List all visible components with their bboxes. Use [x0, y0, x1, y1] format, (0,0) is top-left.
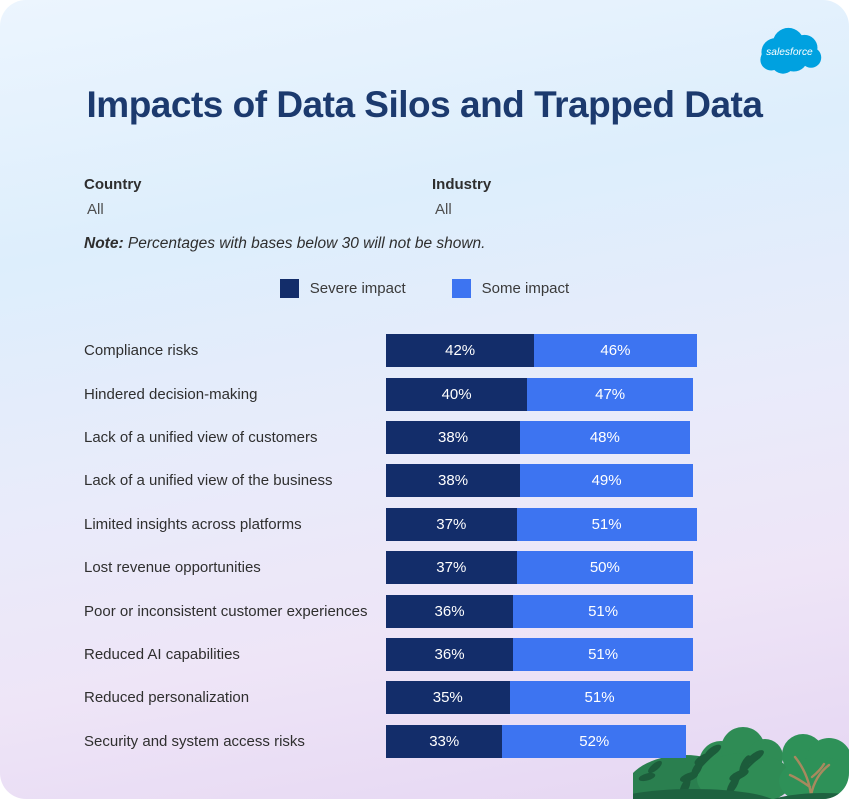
- category-label: Lost revenue opportunities: [84, 559, 261, 577]
- chart-row: Lack of a unified view of customers 38% 48…: [84, 416, 697, 459]
- chart-legend: Severe impact Some impact: [0, 279, 849, 298]
- category-label: Limited insights across platforms: [84, 515, 302, 533]
- category-label: Reduced personalization: [84, 689, 250, 707]
- legend-label-severe: Severe impact: [309, 280, 406, 297]
- category-label: Security and system access risks: [84, 732, 305, 750]
- chart-row: Compliance risks 42% 46%: [84, 329, 697, 372]
- stacked-bar: 42% 46%: [386, 334, 697, 368]
- industry-filter-label: Industry: [432, 176, 492, 193]
- bar-segment-severe[interactable]: 40%: [386, 377, 528, 411]
- chart-row: Lack of a unified view of the business 38…: [84, 459, 697, 502]
- category-label: Lack of a unified view of customers: [84, 428, 318, 446]
- severe-impact-swatch: [279, 279, 299, 298]
- note-prefix: Note:: [84, 235, 124, 252]
- country-filter-label: Country: [84, 176, 142, 193]
- some-impact-swatch: [451, 279, 471, 298]
- category-label: Hindered decision-making: [84, 385, 258, 403]
- bar-segment-some[interactable]: 47%: [527, 377, 694, 411]
- page-title: Impacts of Data Silos and Trapped Data: [86, 84, 763, 125]
- stacked-bar: 38% 48%: [386, 420, 690, 454]
- bar-segment-some[interactable]: 51%: [509, 681, 690, 715]
- bar-segment-some[interactable]: 48%: [520, 420, 690, 454]
- industry-filter: Industry All: [432, 176, 780, 218]
- bar-segment-severe[interactable]: 33%: [386, 724, 503, 758]
- bar-segment-some[interactable]: 46%: [534, 334, 697, 368]
- bar-segment-some[interactable]: 51%: [513, 637, 694, 671]
- note-body: Percentages with bases below 30 will not…: [123, 235, 486, 252]
- category-label: Lack of a unified view of the business: [84, 472, 333, 490]
- bar-segment-severe[interactable]: 42%: [386, 334, 535, 368]
- stacked-bar: 35% 51%: [386, 681, 690, 715]
- legend-label-some: Some impact: [481, 280, 570, 297]
- bar-segment-severe[interactable]: 37%: [386, 507, 517, 541]
- salesforce-logo: salesforce: [760, 27, 822, 74]
- stacked-bar: 38% 49%: [386, 464, 694, 498]
- country-filter: Country All: [84, 176, 432, 218]
- chart-row: Reduced AI capabilities 36% 51%: [84, 633, 697, 676]
- plant-illustration: [633, 727, 849, 799]
- legend-item-severe[interactable]: Severe impact: [279, 279, 406, 298]
- bar-segment-severe[interactable]: 38%: [386, 464, 521, 498]
- legend-item-some[interactable]: Some impact: [451, 279, 570, 298]
- stacked-bar: 37% 51%: [386, 507, 697, 541]
- chart-row: Limited insights across platforms 37% 51%: [84, 503, 697, 546]
- country-filter-value[interactable]: All: [87, 201, 104, 218]
- bar-segment-severe[interactable]: 37%: [386, 551, 517, 585]
- stacked-bar: 37% 50%: [386, 551, 694, 585]
- note-text: Note: Percentages with bases below 30 wi…: [84, 235, 485, 253]
- bar-segment-some[interactable]: 51%: [513, 594, 694, 628]
- stacked-bar: 36% 51%: [386, 594, 694, 628]
- filters-row: Country All Industry All: [84, 176, 780, 218]
- stacked-bar: 36% 51%: [386, 637, 694, 671]
- bar-segment-some[interactable]: 50%: [516, 551, 694, 585]
- bar-segment-severe[interactable]: 38%: [386, 420, 521, 454]
- category-label: Compliance risks: [84, 342, 199, 360]
- category-label: Poor or inconsistent customer experience…: [84, 602, 368, 620]
- stacked-bar: 33% 52%: [386, 724, 687, 758]
- bar-segment-some[interactable]: 49%: [520, 464, 694, 498]
- bar-segment-some[interactable]: 51%: [516, 507, 697, 541]
- chart-row: Lost revenue opportunities 37% 50%: [84, 546, 697, 589]
- chart-row: Poor or inconsistent customer experience…: [84, 589, 697, 632]
- chart-row: Reduced personalization 35% 51%: [84, 676, 697, 719]
- category-label: Reduced AI capabilities: [84, 645, 240, 663]
- stacked-bar-chart: Compliance risks 42% 46% Hindered decision-…: [84, 329, 697, 763]
- chart-row: Hindered decision-making 40% 47%: [84, 372, 697, 415]
- bar-segment-severe[interactable]: 36%: [386, 637, 514, 671]
- industry-filter-value[interactable]: All: [435, 201, 452, 218]
- stacked-bar: 40% 47%: [386, 377, 694, 411]
- bar-segment-some[interactable]: 52%: [502, 724, 687, 758]
- salesforce-logo-text: salesforce: [766, 47, 813, 58]
- bar-segment-severe[interactable]: 35%: [386, 681, 510, 715]
- chart-row: Security and system access risks 33% 52%: [84, 720, 697, 763]
- bar-segment-severe[interactable]: 36%: [386, 594, 514, 628]
